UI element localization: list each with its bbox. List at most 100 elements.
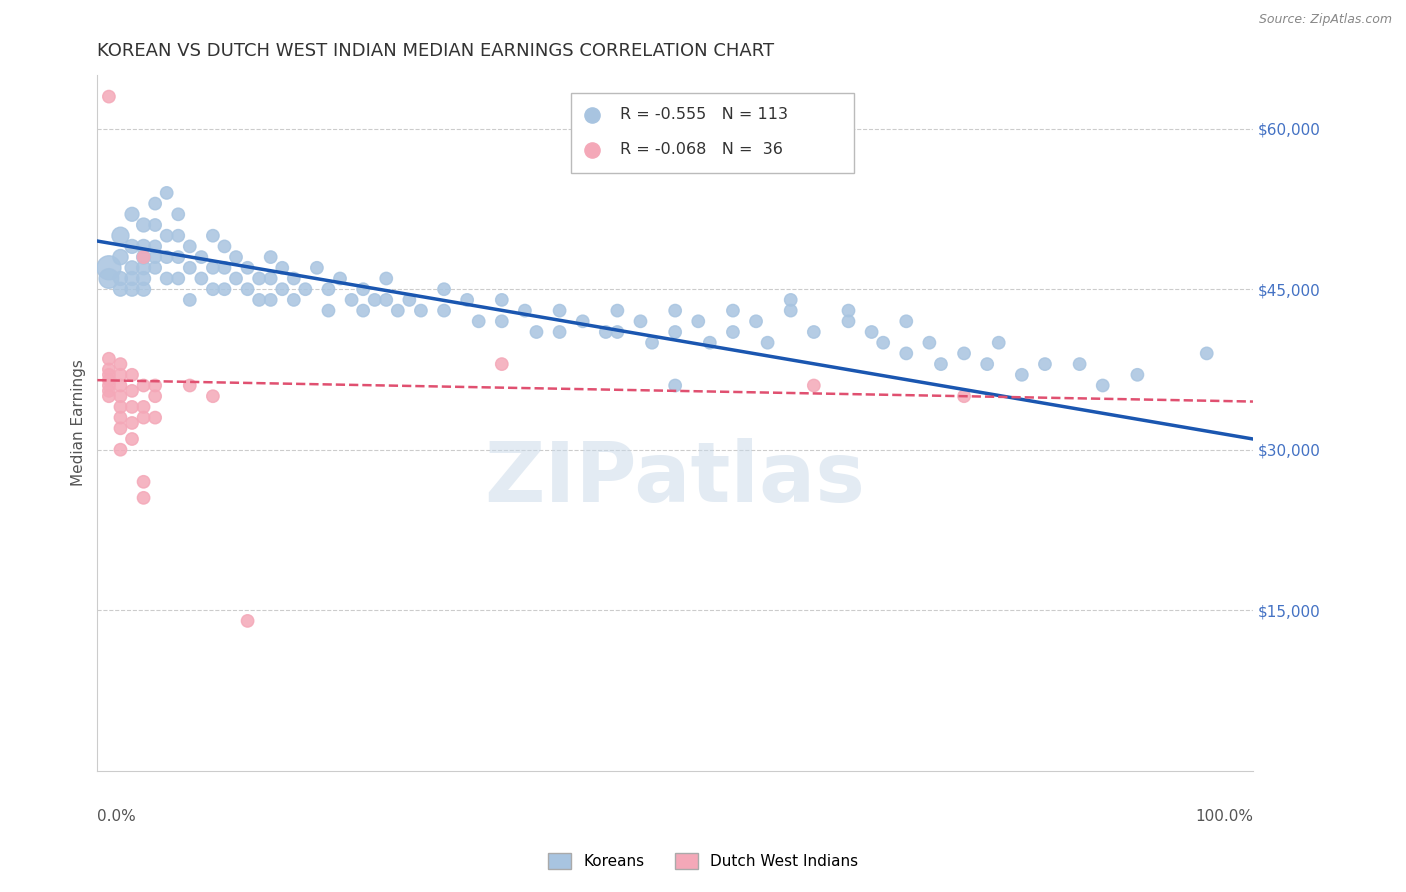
Point xyxy=(548,325,571,339)
Point xyxy=(387,303,409,318)
Point xyxy=(214,282,236,296)
Point xyxy=(190,250,212,264)
Point xyxy=(837,314,859,328)
Point xyxy=(409,303,432,318)
Text: 100.0%: 100.0% xyxy=(1195,809,1253,824)
Point xyxy=(110,389,132,403)
Point xyxy=(179,239,201,253)
Point xyxy=(513,303,536,318)
Point xyxy=(132,282,155,296)
Point xyxy=(398,293,420,307)
Point xyxy=(121,416,143,430)
Point xyxy=(110,282,132,296)
Point xyxy=(247,293,270,307)
Point xyxy=(664,378,686,392)
Point xyxy=(132,239,155,253)
Point xyxy=(953,389,976,403)
Point xyxy=(143,389,166,403)
Text: R = -0.068   N =  36: R = -0.068 N = 36 xyxy=(620,142,783,157)
Point xyxy=(110,357,132,371)
Point xyxy=(595,325,617,339)
Point xyxy=(803,325,825,339)
Point xyxy=(97,362,120,376)
Point xyxy=(132,260,155,275)
Point xyxy=(97,271,120,285)
Point xyxy=(110,228,132,243)
Point xyxy=(896,314,918,328)
Point xyxy=(167,250,190,264)
Point xyxy=(1195,346,1218,360)
Text: ZIPatlas: ZIPatlas xyxy=(485,438,866,519)
Point xyxy=(143,218,166,232)
Point xyxy=(491,357,513,371)
Point xyxy=(467,314,489,328)
Point xyxy=(329,271,352,285)
Point xyxy=(156,271,179,285)
Point xyxy=(121,432,143,446)
Point xyxy=(225,250,247,264)
Point xyxy=(606,325,628,339)
Point xyxy=(433,303,456,318)
Point xyxy=(294,282,316,296)
Point xyxy=(860,325,883,339)
Text: 0.0%: 0.0% xyxy=(97,809,136,824)
Text: R = -0.555   N = 113: R = -0.555 N = 113 xyxy=(620,107,787,122)
Point xyxy=(779,303,801,318)
Point xyxy=(110,410,132,425)
Point xyxy=(929,357,952,371)
Point xyxy=(97,368,120,382)
Point xyxy=(699,335,721,350)
Point xyxy=(143,239,166,253)
Point xyxy=(803,378,825,392)
Point xyxy=(167,207,190,221)
Point xyxy=(606,303,628,318)
Legend: Koreans, Dutch West Indians: Koreans, Dutch West Indians xyxy=(541,847,865,875)
Text: Source: ZipAtlas.com: Source: ZipAtlas.com xyxy=(1258,13,1392,27)
Point xyxy=(1069,357,1091,371)
Point xyxy=(110,421,132,435)
Point xyxy=(976,357,998,371)
Point xyxy=(97,373,120,387)
Point xyxy=(156,186,179,200)
Point xyxy=(97,351,120,366)
Point xyxy=(121,271,143,285)
Point xyxy=(581,764,603,778)
Point xyxy=(745,314,768,328)
Point xyxy=(110,442,132,457)
Point xyxy=(156,228,179,243)
Point xyxy=(548,303,571,318)
Point xyxy=(1091,378,1114,392)
Point xyxy=(456,293,478,307)
Point xyxy=(641,335,664,350)
FancyBboxPatch shape xyxy=(571,93,855,172)
Point xyxy=(190,271,212,285)
Point xyxy=(236,260,259,275)
Point xyxy=(987,335,1010,350)
Point xyxy=(121,282,143,296)
Point xyxy=(283,293,305,307)
Point xyxy=(132,475,155,489)
Point xyxy=(121,260,143,275)
Point xyxy=(132,378,155,392)
Point xyxy=(201,282,224,296)
Point xyxy=(214,260,236,275)
Point xyxy=(225,271,247,285)
Point xyxy=(156,250,179,264)
Point xyxy=(143,250,166,264)
Point xyxy=(375,271,398,285)
Point xyxy=(688,314,710,328)
Point xyxy=(121,384,143,398)
Point xyxy=(110,378,132,392)
Point xyxy=(1011,368,1033,382)
Point xyxy=(953,346,976,360)
Point xyxy=(97,89,120,103)
Point xyxy=(97,389,120,403)
Point xyxy=(97,378,120,392)
Point xyxy=(318,282,340,296)
Point xyxy=(1033,357,1056,371)
Point xyxy=(363,293,385,307)
Point xyxy=(664,303,686,318)
Point xyxy=(201,260,224,275)
Point xyxy=(132,410,155,425)
Point xyxy=(121,368,143,382)
